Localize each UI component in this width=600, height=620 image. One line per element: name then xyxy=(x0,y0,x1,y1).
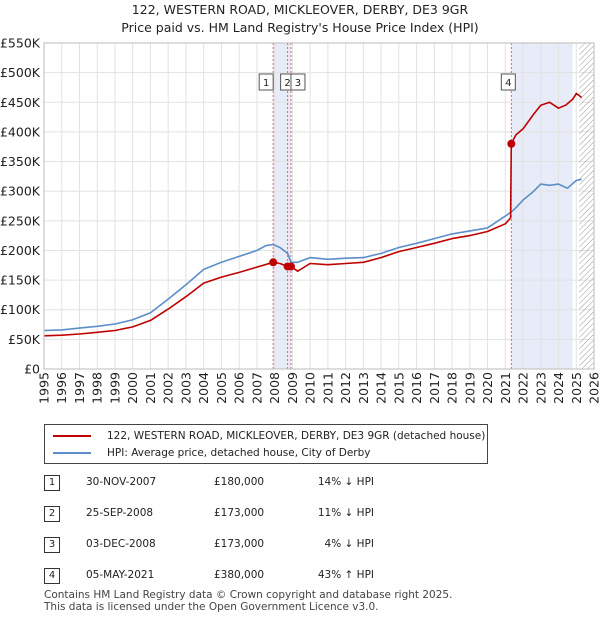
x-tick-label: 2000 xyxy=(125,372,140,404)
legend-swatch-property xyxy=(53,435,91,437)
x-tick-label: 2021 xyxy=(498,372,513,404)
x-tick-label: 2026 xyxy=(587,372,600,404)
sale-label-number: 2 xyxy=(284,78,290,89)
x-tick-label: 2017 xyxy=(427,372,442,404)
sale-label-number: 4 xyxy=(505,78,511,89)
legend-label-hpi: HPI: Average price, detached house, City… xyxy=(107,447,371,459)
transaction-hpi: 14% ↓ HPI xyxy=(317,476,374,488)
x-tick-label: 2003 xyxy=(178,372,193,404)
plot-frame xyxy=(43,42,595,370)
transaction-date: 03-DEC-2008 xyxy=(86,538,156,550)
transaction-number: 3 xyxy=(44,537,60,553)
transaction-hpi: 11% ↓ HPI xyxy=(317,507,374,519)
transaction-date: 05-MAY-2021 xyxy=(86,569,155,581)
x-tick-label: 1999 xyxy=(107,372,122,404)
y-tick-label: £550K xyxy=(0,36,41,51)
x-tick-label: 2016 xyxy=(409,372,424,404)
x-tick-label: 1996 xyxy=(54,372,69,404)
shaded-period xyxy=(511,43,573,369)
y-tick-label: £50K xyxy=(8,332,41,347)
transaction-number: 1 xyxy=(44,475,60,491)
y-tick-label: £450K xyxy=(0,95,41,110)
sale-point xyxy=(269,258,278,267)
footer: Contains HM Land Registry data © Crown c… xyxy=(44,589,452,613)
legend-item-property: 122, WESTERN ROAD, MICKLEOVER, DERBY, DE… xyxy=(53,428,485,444)
shaded-period xyxy=(273,43,291,369)
table-row: 4 05-MAY-2021 £380,000 43% ↑ HPI xyxy=(0,568,600,586)
table-row: 1 30-NOV-2007 £180,000 14% ↓ HPI xyxy=(0,475,600,493)
x-tick-label: 2020 xyxy=(480,372,495,404)
transaction-hpi: 4% ↓ HPI xyxy=(324,538,374,550)
x-tick-label: 2019 xyxy=(462,372,477,404)
x-tick-label: 2002 xyxy=(161,372,176,404)
sale-label-number: 3 xyxy=(295,78,301,89)
x-tick-label: 1995 xyxy=(37,372,52,404)
x-tick-label: 2011 xyxy=(320,372,335,404)
legend: 122, WESTERN ROAD, MICKLEOVER, DERBY, DE… xyxy=(44,424,488,464)
legend-item-hpi: HPI: Average price, detached house, City… xyxy=(53,445,370,461)
y-tick-label: £400K xyxy=(0,124,41,139)
transaction-date: 30-NOV-2007 xyxy=(86,476,157,488)
sale-point xyxy=(286,262,295,271)
chart-title-line1: 122, WESTERN ROAD, MICKLEOVER, DERBY, DE… xyxy=(131,2,469,17)
x-tick-label: 2008 xyxy=(267,372,282,404)
sale-label-frame xyxy=(500,73,516,91)
y-tick-label: £500K xyxy=(0,65,41,80)
sale-label-box: 1 xyxy=(258,73,274,91)
x-tick-label: 2025 xyxy=(569,372,584,404)
sale-label-box: 3 xyxy=(290,73,306,91)
transaction-number: 2 xyxy=(44,506,60,522)
transaction-price: £380,000 xyxy=(214,569,265,581)
y-tick-label: £150K xyxy=(0,273,41,288)
forecast-hatch xyxy=(579,43,594,369)
sale-point xyxy=(507,139,516,148)
transaction-price: £173,000 xyxy=(214,507,265,519)
x-tick-label: 2007 xyxy=(249,372,264,404)
hpi-series-line xyxy=(43,178,582,332)
sale-label-frame xyxy=(290,73,306,91)
y-tick-label: £250K xyxy=(0,213,41,228)
table-row: 2 25-SEP-2008 £173,000 11% ↓ HPI xyxy=(0,506,600,524)
property-series-line xyxy=(43,92,583,337)
x-tick-label: 1997 xyxy=(72,372,87,404)
table-row: 3 03-DEC-2008 £173,000 4% ↓ HPI xyxy=(0,537,600,555)
transaction-price: £180,000 xyxy=(214,476,265,488)
legend-label-property: 122, WESTERN ROAD, MICKLEOVER, DERBY, DE… xyxy=(107,430,486,442)
x-tick-label: 2010 xyxy=(303,372,318,404)
transaction-number: 4 xyxy=(44,568,60,584)
x-tick-label: 2024 xyxy=(551,372,566,404)
y-tick-label: £0 xyxy=(24,362,40,377)
y-tick-label: £200K xyxy=(0,243,41,258)
chart-title-line2: Price paid vs. HM Land Registry's House … xyxy=(121,20,479,35)
x-tick-label: 2022 xyxy=(516,372,531,404)
x-tick-label: 2023 xyxy=(533,372,548,404)
x-tick-label: 2006 xyxy=(232,372,247,404)
transaction-hpi: 43% ↑ HPI xyxy=(317,569,374,581)
x-tick-label: 1998 xyxy=(90,372,105,404)
sale-label-frame xyxy=(258,73,274,91)
x-tick-label: 2004 xyxy=(196,372,211,404)
y-tick-label: £100K xyxy=(0,302,41,317)
x-tick-label: 2005 xyxy=(214,372,229,404)
footer-line2: This data is licensed under the Open Gov… xyxy=(44,601,379,613)
x-tick-label: 2018 xyxy=(445,372,460,404)
y-tick-label: £300K xyxy=(0,184,41,199)
sale-label-box: 4 xyxy=(500,73,516,91)
x-tick-label: 2001 xyxy=(143,372,158,404)
footer-line1: Contains HM Land Registry data © Crown c… xyxy=(44,589,453,601)
x-tick-label: 2013 xyxy=(356,372,371,404)
sale-label-number: 1 xyxy=(263,78,269,89)
x-tick-label: 2012 xyxy=(338,372,353,404)
legend-swatch-hpi xyxy=(53,452,91,454)
x-tick-label: 2009 xyxy=(285,372,300,404)
transaction-price: £173,000 xyxy=(214,538,265,550)
x-tick-label: 2014 xyxy=(374,372,389,404)
x-tick-label: 2015 xyxy=(391,372,406,404)
y-tick-label: £350K xyxy=(0,154,41,169)
transaction-date: 25-SEP-2008 xyxy=(86,507,154,519)
